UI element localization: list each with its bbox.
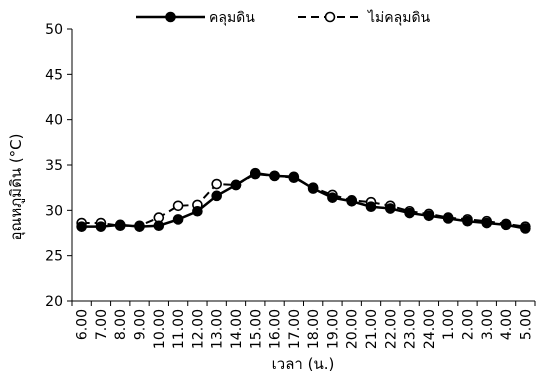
- series-1: [76, 168, 531, 232]
- data-point: [211, 190, 222, 202]
- legend-item-0: คลุมดิน: [136, 10, 255, 26]
- series-0: [76, 167, 531, 234]
- y-tick-label: 45: [45, 67, 63, 83]
- x-axis-title: เวลา (น.): [272, 355, 335, 373]
- x-tick-label: 18.00: [306, 309, 322, 349]
- x-tick-label: 19.00: [325, 309, 341, 349]
- data-point: [520, 223, 531, 234]
- data-point: [249, 167, 261, 179]
- x-tick-label: 12.00: [190, 309, 206, 349]
- data-point: [481, 217, 493, 229]
- y-axis-title: อุณหภูมิดิน (°C): [7, 133, 26, 240]
- x-tick-label: 10.00: [152, 309, 168, 349]
- x-tick-label: 24.00: [422, 309, 438, 349]
- data-point: [95, 221, 107, 232]
- y-tick-label: 50: [45, 22, 63, 38]
- legend-item-1: ไม่คลุมดิน: [298, 9, 431, 26]
- legend-marker: [324, 11, 336, 23]
- x-tick-label: 6.00: [75, 309, 91, 340]
- data-point: [288, 171, 300, 183]
- y-tick-label: 35: [45, 158, 63, 174]
- data-point: [230, 179, 242, 191]
- data-point: [153, 220, 165, 232]
- x-tick-label: 1.00: [441, 309, 457, 340]
- x-tick-label: 5.00: [518, 309, 534, 340]
- x-tick-label: 8.00: [113, 309, 129, 340]
- y-tick-label: 25: [45, 249, 63, 265]
- y-tick-label: 30: [45, 203, 63, 219]
- x-tick-label: 21.00: [364, 309, 380, 349]
- x-tick-label: 22.00: [383, 309, 399, 349]
- legend-label: คลุมดิน: [209, 10, 255, 26]
- data-point: [76, 221, 87, 232]
- data-point: [365, 201, 377, 213]
- x-tick-label: 7.00: [94, 309, 110, 340]
- legend-label: ไม่คลุมดิน: [367, 9, 431, 26]
- series-group: [76, 167, 531, 234]
- x-tick-label: 11.00: [171, 309, 187, 349]
- y-tick-label: 40: [45, 113, 63, 129]
- x-tick-label: 15.00: [248, 309, 264, 349]
- x-tick-label: 23.00: [403, 309, 419, 349]
- x-tick-label: 20.00: [345, 309, 361, 349]
- data-point: [172, 200, 184, 212]
- data-point: [462, 215, 473, 227]
- data-point: [385, 203, 396, 214]
- data-point: [211, 178, 222, 190]
- legend: คลุมดิน ไม่คลุมดิน: [136, 9, 431, 26]
- data-point: [423, 210, 435, 222]
- series-line: [81, 171, 526, 230]
- x-tick-label: 2.00: [460, 309, 476, 340]
- x-tick-label: 9.00: [133, 309, 149, 340]
- axes: 20 25 30 35 40 45 50 6.00 7.00 8.00 9.00 10.00 11.00…: [45, 22, 536, 349]
- x-tick-label: 16.00: [268, 309, 284, 349]
- data-point: [442, 213, 454, 224]
- x-tick-label: 13.00: [210, 309, 226, 349]
- x-tick-label: 4.00: [499, 309, 515, 340]
- data-point: [404, 207, 415, 219]
- data-point: [192, 205, 203, 217]
- data-point: [269, 170, 280, 182]
- data-point: [346, 195, 358, 207]
- data-point: [327, 192, 338, 203]
- x-tick-label: 3.00: [480, 309, 496, 340]
- legend-marker: [165, 11, 176, 23]
- data-point: [307, 183, 319, 194]
- x-tick-label: 14.00: [229, 309, 245, 349]
- data-point: [114, 219, 126, 231]
- data-point: [500, 219, 512, 231]
- y-tick-label: 20: [45, 294, 63, 310]
- data-point: [172, 214, 184, 225]
- x-tick-label: 17.00: [287, 309, 303, 349]
- data-point: [134, 221, 145, 232]
